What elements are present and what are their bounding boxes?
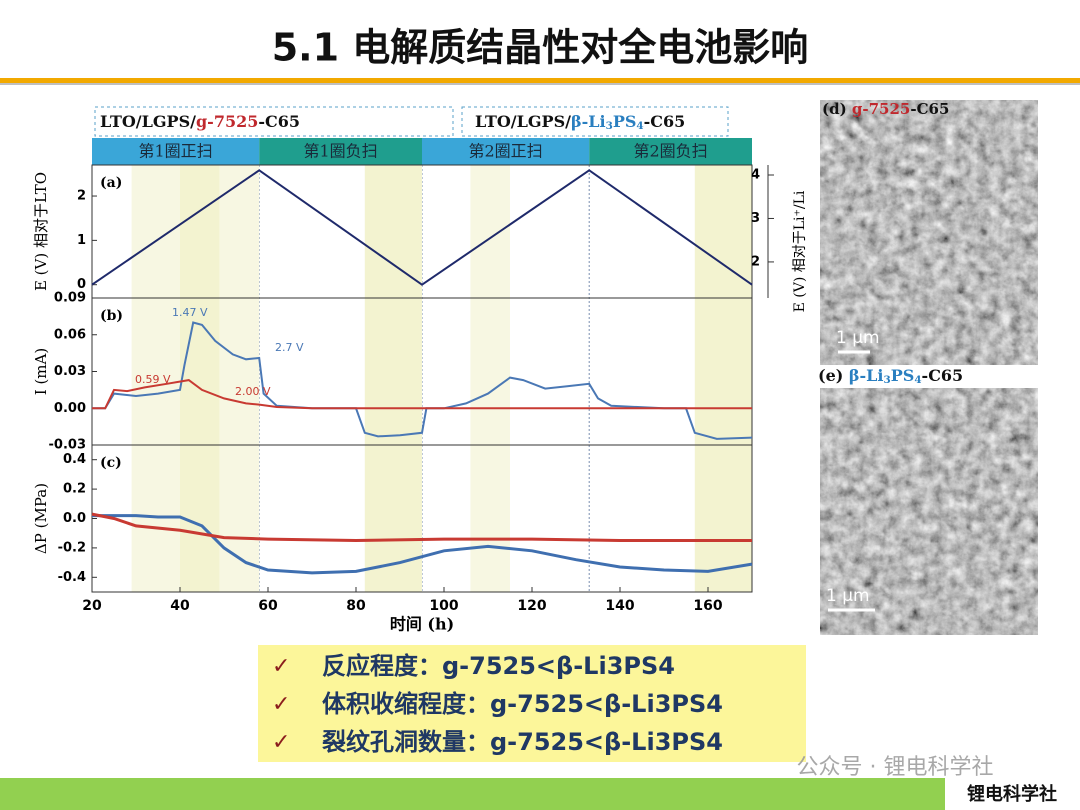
y-tick-label: -0.4 <box>58 570 86 585</box>
title-rule <box>0 78 1080 83</box>
shade <box>131 165 180 592</box>
y-axis-label: I (mA) <box>32 348 50 395</box>
y-axis-label: ΔP (MPa) <box>32 483 50 554</box>
annotation: 2.00 V <box>235 385 271 398</box>
label-part: -C65 <box>922 366 964 385</box>
scale-label: 1 μm <box>836 328 880 348</box>
label-part: 3 <box>606 120 613 132</box>
label-part: -C65 <box>644 112 686 131</box>
rich-label: LTO/LGPS/g-7525-C65 <box>100 112 300 131</box>
annotation: 0.59 V <box>135 373 171 386</box>
summary-box <box>258 645 806 762</box>
rich-label: LTO/LGPS/β-Li3PS4-C65 <box>475 112 685 133</box>
label-part: (e) <box>818 366 849 385</box>
label-part: 4 <box>636 120 643 132</box>
annotation: 2.7 V <box>275 341 304 354</box>
footer-badge <box>945 778 1080 810</box>
sem-image <box>820 388 1038 635</box>
y-tick-label: -0.03 <box>49 438 86 453</box>
y-tick-label: 0 <box>77 277 86 292</box>
rich-label: (e) β-Li3PS4-C65 <box>818 366 963 387</box>
bullet-text: 反应程度：g-7525<β-Li3PS4 <box>322 652 675 680</box>
data-line <box>91 512 752 543</box>
x-tick-label: 120 <box>517 598 546 614</box>
label-part: g-7525 <box>852 100 910 118</box>
y2-tick-label: 2 <box>751 254 760 269</box>
label-part: PS <box>891 366 915 385</box>
phase-label: 第2圈正扫 <box>469 142 543 161</box>
shade <box>364 165 422 592</box>
shade <box>219 165 260 592</box>
y2-axis-label: E (V) 相对于Li⁺/Li <box>792 190 808 312</box>
label-part: -C65 <box>910 100 949 118</box>
header-box <box>94 106 454 137</box>
phase-label: 第2圈负扫 <box>634 142 708 161</box>
y-tick-label: -0.2 <box>58 540 86 555</box>
annotation: 1.47 V <box>172 306 208 319</box>
x-tick-label: 140 <box>605 598 634 614</box>
label-part: 3 <box>883 374 890 386</box>
label-part: (d) <box>822 100 852 118</box>
phase-band <box>92 138 260 165</box>
title-rule-shadow <box>0 83 1080 85</box>
panel-label: (b) <box>100 308 123 324</box>
check-mark: ✓ <box>272 730 290 755</box>
x-tick-label: 160 <box>693 598 722 614</box>
y2-tick-label: 3 <box>751 211 760 226</box>
y-tick-label: 0.0 <box>63 511 86 526</box>
data-line <box>92 514 753 575</box>
bullet-text: 裂纹孔洞数量：g-7525<β-Li3PS4 <box>322 728 723 756</box>
phase-band <box>589 138 752 165</box>
data-line <box>92 321 753 440</box>
scale-label: 1 μm <box>826 586 870 606</box>
x-tick-label: 80 <box>346 598 366 614</box>
x-axis-label: 时间 (h) <box>390 615 454 634</box>
bullet-text: 体积收缩程度：g-7525<β-Li3PS4 <box>322 690 723 718</box>
y2-tick-label: 4 <box>751 167 760 182</box>
y-tick-label: 0.00 <box>54 401 86 416</box>
check-mark: ✓ <box>272 654 290 679</box>
shade <box>470 165 510 592</box>
shade <box>694 165 752 592</box>
label-part: -C65 <box>258 112 300 131</box>
data-line <box>91 169 753 286</box>
phase-band <box>259 138 422 165</box>
phase-band <box>422 138 590 165</box>
footer-bar <box>0 778 1080 810</box>
x-tick-label: 20 <box>82 598 102 614</box>
header-box <box>461 106 729 137</box>
phase-label: 第1圈负扫 <box>304 142 378 161</box>
y-tick-label: 0.4 <box>63 452 86 467</box>
label-part: PS <box>613 112 637 131</box>
label-part: LTO/LGPS/ <box>475 112 571 131</box>
footer-text: 锂电科学社 <box>967 783 1057 805</box>
label-part: β-Li <box>849 366 884 385</box>
panel-label: (a) <box>100 175 122 191</box>
phase-label: 第1圈正扫 <box>139 142 213 161</box>
shade <box>180 165 220 592</box>
rich-label: (d) g-7525-C65 <box>822 100 949 118</box>
check-mark: ✓ <box>272 692 290 717</box>
data-line <box>92 379 752 410</box>
slide-title: 5.1 电解质结晶性对全电池影响 <box>272 26 809 70</box>
y-tick-label: 0.2 <box>63 482 86 497</box>
y-tick-label: 0.06 <box>54 327 86 342</box>
x-tick-label: 60 <box>258 598 278 614</box>
label-part: g-7525 <box>196 112 258 131</box>
y-tick-label: 1 <box>77 233 86 248</box>
label-part: LTO/LGPS/ <box>100 112 196 131</box>
y-tick-label: 2 <box>77 189 86 204</box>
x-tick-label: 40 <box>170 598 190 614</box>
panel-label: (c) <box>100 455 122 471</box>
watermark: 公众号 · 锂电科学社 <box>797 755 994 780</box>
label-part: β-Li <box>571 112 606 131</box>
y-tick-label: 0.09 <box>54 291 86 306</box>
y-axis-label: E (V) 相对于LTO <box>32 172 50 291</box>
y-tick-label: 0.03 <box>54 364 86 379</box>
sem-image <box>820 100 1038 365</box>
x-tick-label: 100 <box>429 598 458 614</box>
label-part: 4 <box>914 374 921 386</box>
